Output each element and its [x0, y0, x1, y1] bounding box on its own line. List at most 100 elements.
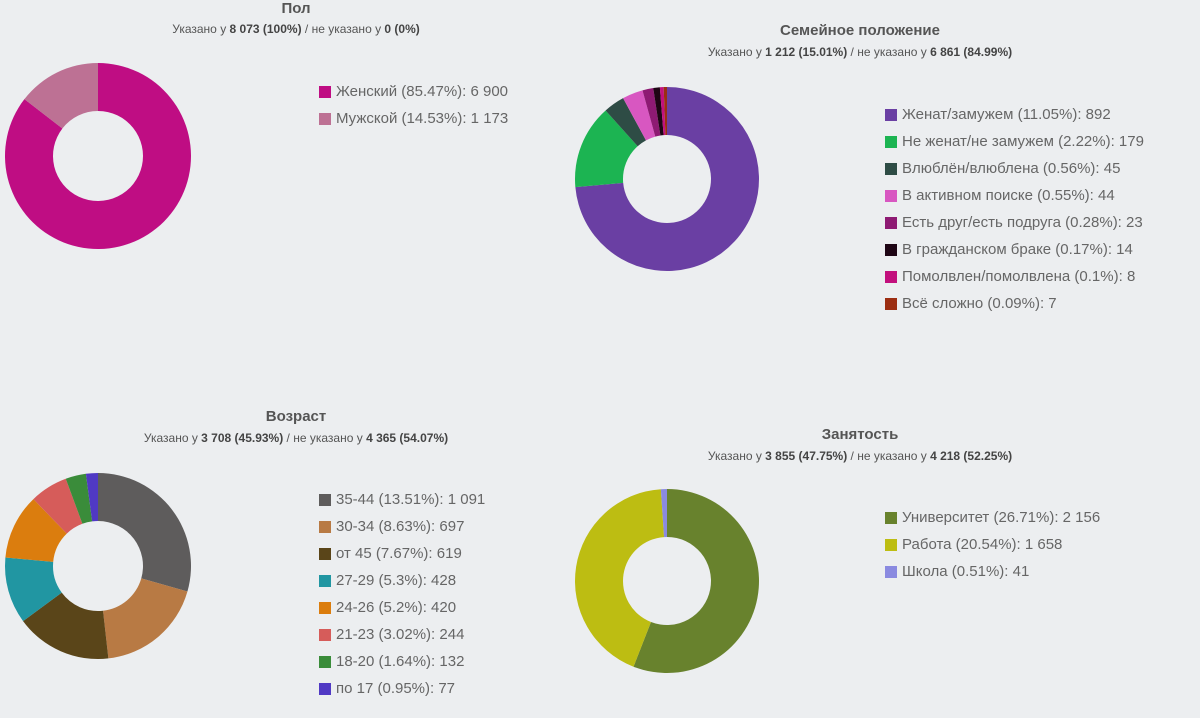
legend-label: Влюблён/влюблена (0.56%): 45	[902, 160, 1121, 177]
legend-item-employment-0[interactable]: Университет (26.71%): 2 156	[885, 504, 1100, 531]
slice-employment-1[interactable]	[575, 489, 665, 667]
legend-item-marital-7[interactable]: Всё сложно (0.09%): 7	[885, 290, 1144, 317]
subtitle-text: Указано у	[172, 22, 230, 36]
legend-item-employment-1[interactable]: Работа (20.54%): 1 658	[885, 531, 1100, 558]
legend-swatch	[885, 216, 897, 229]
donut-chart-marital	[575, 87, 760, 272]
legend-item-marital-3[interactable]: В активном поиске (0.55%): 44	[885, 182, 1144, 209]
subtitle-text: Указано у	[143, 431, 202, 445]
legend-label: Есть друг/есть подруга (0.28%): 23	[902, 214, 1143, 231]
legend-swatch	[885, 297, 897, 310]
legend-swatch	[885, 243, 897, 256]
donut-chart-age	[5, 473, 191, 660]
slice-age-3[interactable]	[5, 557, 62, 622]
legend-label: 21-23 (3.02%): 244	[336, 626, 465, 643]
subtitle-specified-count: 3 708 (45.93%)	[201, 431, 284, 445]
subtitle-text: / не указано у	[847, 449, 931, 463]
legend-item-gender-0[interactable]: Женский (85.47%): 6 900	[319, 78, 508, 105]
slice-marital-6[interactable]	[659, 87, 666, 136]
legend-swatch	[885, 511, 897, 524]
slice-employment-0[interactable]	[633, 489, 759, 673]
legend-item-employment-2[interactable]: Школа (0.51%): 41	[885, 558, 1100, 585]
legend-marital: Женат/замужем (11.05%): 892 Не женат/не з…	[885, 101, 1144, 317]
slice-gender-0[interactable]	[4, 63, 191, 249]
slice-marital-0[interactable]	[575, 87, 760, 272]
legend-label: 24-26 (5.2%): 420	[336, 599, 457, 616]
chart-subtitle-gender: Указано у 8 073 (100%) / не указано у 0 …	[172, 22, 420, 36]
subtitle-text: / не указано у	[301, 22, 385, 36]
legend-item-marital-2[interactable]: Влюблён/влюблена (0.56%): 45	[885, 155, 1144, 182]
slice-age-0[interactable]	[98, 473, 191, 592]
legend-swatch	[319, 682, 331, 695]
subtitle-unspecified-count: 0 (0%)	[384, 22, 420, 36]
legend-label: Женский (85.47%): 6 900	[336, 83, 509, 100]
subtitle-unspecified-count: 4 218 (52.25%)	[930, 449, 1013, 463]
legend-swatch	[885, 270, 897, 283]
legend-label: 18-20 (1.64%): 132	[336, 653, 465, 670]
subtitle-specified-count: 3 855 (47.75%)	[765, 449, 848, 463]
slice-gender-1[interactable]	[24, 63, 98, 129]
slice-employment-2[interactable]	[660, 489, 667, 538]
slice-age-1[interactable]	[103, 578, 188, 659]
legend-item-age-3[interactable]: 27-29 (5.3%): 428	[319, 567, 485, 594]
slice-marital-2[interactable]	[605, 98, 646, 147]
legend-item-age-7[interactable]: по 17 (0.95%): 77	[319, 675, 485, 702]
legend-swatch	[319, 85, 331, 98]
legend-item-marital-0[interactable]: Женат/замужем (11.05%): 892	[885, 101, 1144, 128]
donut-chart-gender	[4, 63, 191, 249]
slice-marital-7[interactable]	[663, 87, 667, 136]
subtitle-unspecified-count: 4 365 (54.07%)	[366, 431, 449, 445]
legend-label: Помолвлен/помолвлена (0.1%): 8	[902, 268, 1136, 285]
slice-marital-4[interactable]	[642, 88, 661, 137]
legend-swatch	[319, 520, 331, 533]
legend-item-marital-4[interactable]: Есть друг/есть подруга (0.28%): 23	[885, 209, 1144, 236]
chart-subtitle-marital: Указано у 1 212 (15.01%) / не указано у …	[708, 45, 1012, 59]
legend-label: Мужской (14.53%): 1 173	[336, 110, 509, 127]
legend-gender: Женский (85.47%): 6 900 Мужской (14.53%):…	[319, 78, 508, 132]
slice-age-5[interactable]	[33, 478, 83, 534]
subtitle-specified-count: 8 073 (100%)	[229, 22, 302, 36]
legend-label: Университет (26.71%): 2 156	[902, 509, 1101, 526]
slice-marital-5[interactable]	[653, 87, 664, 136]
chart-title-gender: Пол	[281, 0, 311, 17]
legend-item-marital-5[interactable]: В гражданском браке (0.17%): 14	[885, 236, 1144, 263]
legend-item-marital-1[interactable]: Не женат/не замужем (2.22%): 179	[885, 128, 1144, 155]
legend-item-age-2[interactable]: от 45 (7.67%): 619	[319, 540, 485, 567]
legend-label: от 45 (7.67%): 619	[336, 545, 462, 562]
legend-swatch	[319, 655, 331, 668]
legend-item-age-0[interactable]: 35-44 (13.51%): 1 091	[319, 486, 485, 513]
legend-employment: Университет (26.71%): 2 156 Работа (20.54…	[885, 504, 1100, 585]
legend-swatch	[319, 493, 331, 506]
chart-title-employment: Занятость	[821, 426, 899, 443]
slice-age-7[interactable]	[85, 473, 98, 522]
legend-swatch	[885, 538, 897, 551]
slice-age-4[interactable]	[5, 499, 67, 562]
legend-label: Школа (0.51%): 41	[902, 563, 1030, 580]
chart-subtitle-employment: Указано у 3 855 (47.75%) / не указано у …	[708, 449, 1012, 463]
legend-item-marital-6[interactable]: Помолвлен/помолвлена (0.1%): 8	[885, 263, 1144, 290]
slice-marital-1[interactable]	[575, 110, 638, 188]
legend-item-age-5[interactable]: 21-23 (3.02%): 244	[319, 621, 485, 648]
legend-label: Не женат/не замужем (2.22%): 179	[902, 133, 1144, 150]
legend-swatch	[885, 108, 897, 121]
legend-label: 30-34 (8.63%): 697	[336, 518, 465, 535]
legend-swatch	[885, 162, 897, 175]
legend-swatch	[885, 189, 897, 202]
slice-age-2[interactable]	[23, 592, 109, 660]
subtitle-text: / не указано у	[847, 45, 931, 59]
chart-title-age: Возраст	[265, 408, 327, 425]
legend-age: 35-44 (13.51%): 1 091 30-34 (8.63%): 697 о…	[319, 486, 485, 702]
slice-age-6[interactable]	[65, 473, 93, 524]
slice-marital-3[interactable]	[623, 90, 656, 141]
legend-label: Всё сложно (0.09%): 7	[902, 295, 1057, 312]
subtitle-text: Указано у	[707, 449, 766, 463]
legend-swatch	[319, 628, 331, 641]
legend-label: 27-29 (5.3%): 428	[336, 572, 457, 589]
legend-swatch	[319, 112, 331, 125]
legend-item-age-4[interactable]: 24-26 (5.2%): 420	[319, 594, 485, 621]
legend-label: Работа (20.54%): 1 658	[902, 536, 1063, 553]
legend-swatch	[319, 574, 331, 587]
legend-item-age-6[interactable]: 18-20 (1.64%): 132	[319, 648, 485, 675]
legend-item-gender-1[interactable]: Мужской (14.53%): 1 173	[319, 105, 508, 132]
legend-item-age-1[interactable]: 30-34 (8.63%): 697	[319, 513, 485, 540]
